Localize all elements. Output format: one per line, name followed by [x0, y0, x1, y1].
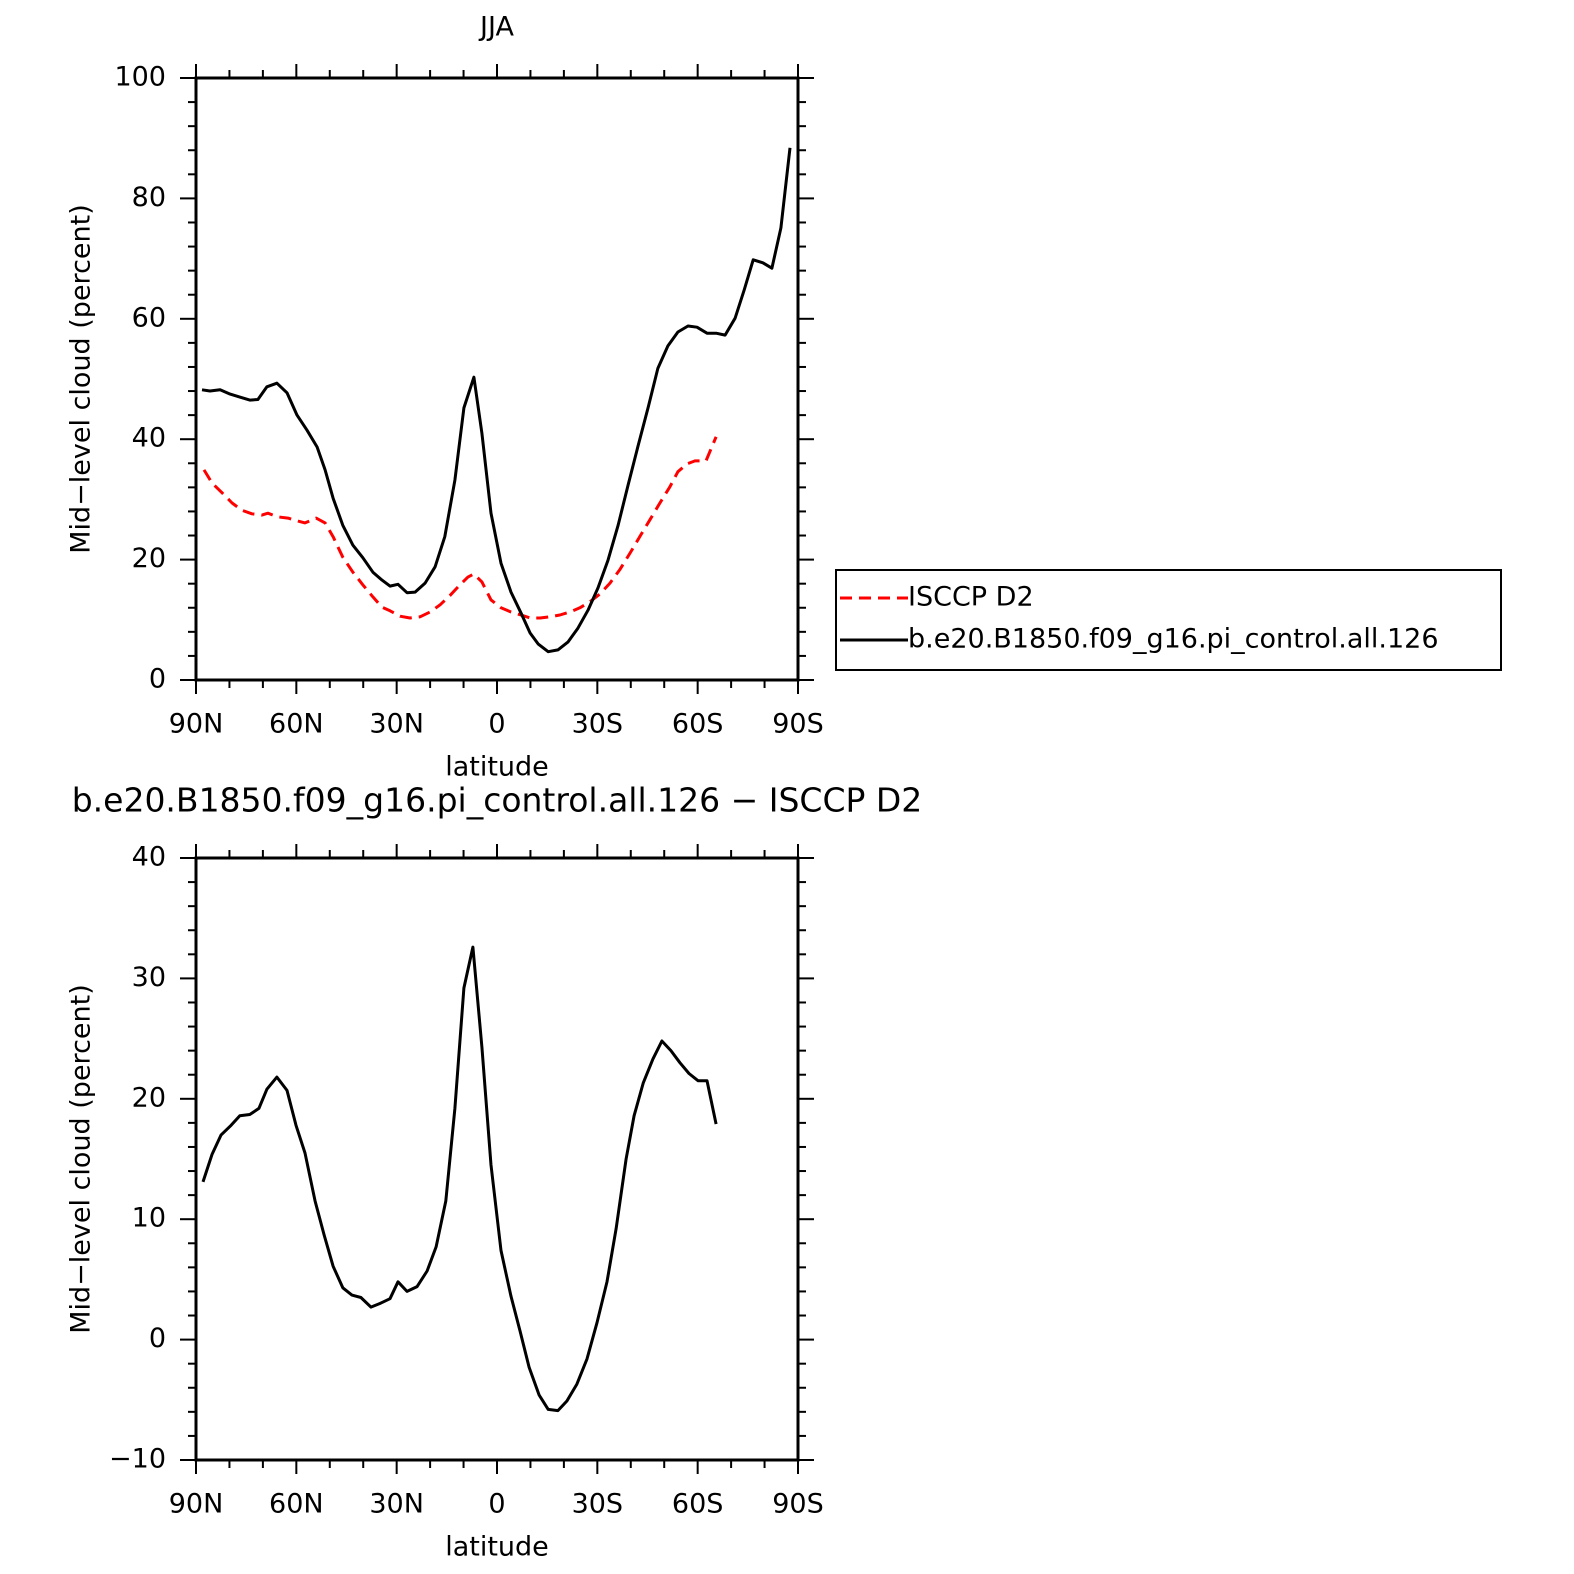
- x-tick-label: 90S: [772, 1489, 824, 1520]
- y-tick-label: 0: [149, 1323, 166, 1354]
- data-line: [202, 436, 718, 620]
- x-tick-label: 30S: [572, 1489, 624, 1520]
- x-tick-label: 60N: [269, 709, 324, 740]
- legend-box: [835, 569, 1502, 671]
- y-tick-label: 20: [132, 543, 166, 574]
- x-tick-label: 30N: [369, 709, 424, 740]
- x-tick-label: 90S: [772, 709, 824, 740]
- x-tick-label: 30S: [572, 709, 624, 740]
- y-tick-label: 10: [132, 1203, 166, 1234]
- y-tick-label: 40: [132, 423, 166, 454]
- y-axis-label: Mid−level cloud (percent): [66, 984, 97, 1334]
- y-tick-label: 0: [149, 664, 166, 695]
- y-tick-label: 100: [114, 62, 166, 93]
- y-tick-label: −10: [109, 1444, 166, 1475]
- x-axis-label: latitude: [445, 1532, 549, 1563]
- x-tick-label: 90N: [169, 709, 224, 740]
- data-line: [201, 147, 792, 654]
- y-axis-label: Mid−level cloud (percent): [66, 204, 97, 554]
- x-tick-label: 30N: [369, 1489, 424, 1520]
- chart-title: JJA: [478, 12, 514, 43]
- legend-label: b.e20.B1850.f09_g16.pi_control.all.126: [908, 624, 1439, 655]
- plot-frame: [194, 856, 800, 1462]
- y-tick-label: 60: [132, 302, 166, 333]
- chart-title: b.e20.B1850.f09_g16.pi_control.all.126 −…: [72, 781, 923, 820]
- x-tick-label: 90N: [169, 1489, 224, 1520]
- x-tick-label: 60N: [269, 1489, 324, 1520]
- x-tick-label: 60S: [672, 1489, 724, 1520]
- x-tick-label: 60S: [672, 709, 724, 740]
- x-tick-label: 0: [488, 709, 505, 740]
- x-tick-label: 0: [488, 1489, 505, 1520]
- y-tick-label: 40: [132, 842, 166, 873]
- plot-frame: [194, 76, 800, 682]
- y-tick-label: 20: [132, 1082, 166, 1113]
- y-tick-label: 80: [132, 182, 166, 213]
- data-line: [201, 945, 718, 1413]
- legend-label: ISCCP D2: [908, 582, 1034, 613]
- x-axis-label: latitude: [445, 752, 549, 783]
- y-tick-label: 30: [132, 962, 166, 993]
